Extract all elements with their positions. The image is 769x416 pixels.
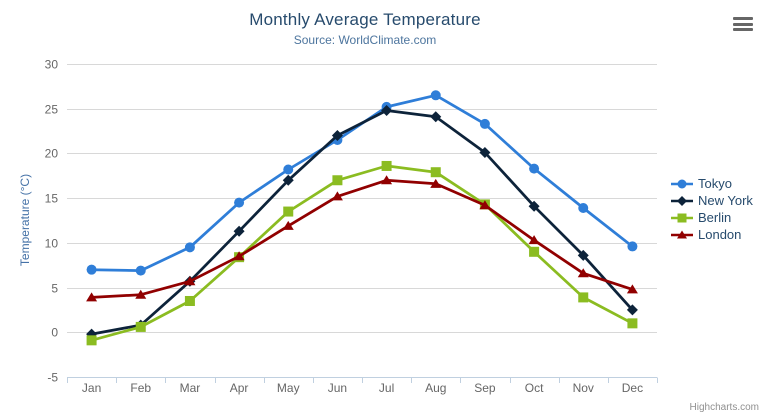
legend-marker-triangle-icon	[671, 230, 693, 239]
y-axis-label: 15	[45, 192, 59, 206]
legend-label: New York	[698, 193, 753, 208]
data-point-london[interactable]	[233, 251, 245, 261]
data-point-berlin[interactable]	[627, 318, 638, 329]
data-point-london[interactable]	[479, 200, 491, 210]
data-point-berlin[interactable]	[184, 295, 195, 306]
data-point-london[interactable]	[381, 175, 393, 185]
series-line-berlin[interactable]	[90, 164, 634, 342]
highcharts-credits[interactable]: Highcharts.com	[689, 402, 759, 413]
x-axis-label: Apr	[230, 381, 249, 395]
x-axis-label: Aug	[425, 381, 446, 395]
data-point-london[interactable]	[184, 276, 196, 286]
data-point-tokyo[interactable]	[578, 202, 589, 213]
data-point-berlin[interactable]	[135, 321, 146, 332]
data-point-tokyo[interactable]	[430, 90, 441, 101]
legend-marker-diamond-icon	[671, 196, 693, 206]
y-axis-label: 10	[45, 237, 59, 251]
data-point-berlin[interactable]	[529, 246, 540, 257]
legend: Tokyo New York Berlin London	[671, 177, 753, 242]
legend-item-new-york[interactable]: New York	[671, 194, 753, 208]
data-point-new-york[interactable]	[430, 111, 442, 123]
data-point-berlin[interactable]	[381, 160, 392, 171]
data-point-tokyo[interactable]	[234, 197, 245, 208]
y-axis-label: 30	[45, 58, 59, 72]
data-point-tokyo[interactable]	[529, 163, 540, 174]
x-axis-label: Jun	[328, 381, 347, 395]
legend-item-london[interactable]: London	[671, 228, 753, 242]
data-point-london[interactable]	[86, 292, 98, 302]
data-point-london[interactable]	[135, 289, 147, 299]
data-point-berlin[interactable]	[86, 335, 97, 346]
y-axis-label: 0	[51, 326, 58, 340]
x-axis-label: Oct	[525, 381, 544, 395]
data-point-new-york[interactable]	[233, 225, 245, 237]
legend-label: London	[698, 227, 742, 242]
context-menu-button[interactable]	[732, 16, 754, 32]
hamburger-bar	[733, 17, 753, 20]
series-line-new-york[interactable]	[90, 109, 634, 336]
data-point-london[interactable]	[577, 268, 589, 278]
data-point-new-york[interactable]	[331, 130, 343, 142]
y-axis-title: Temperature (°C)	[18, 173, 32, 267]
data-point-berlin[interactable]	[332, 175, 343, 186]
x-axis-label: Dec	[622, 381, 643, 395]
data-point-tokyo[interactable]	[627, 241, 638, 252]
data-point-london[interactable]	[430, 178, 442, 188]
legend-item-berlin[interactable]: Berlin	[671, 211, 753, 225]
data-point-london[interactable]	[528, 235, 540, 245]
data-point-london[interactable]	[626, 284, 638, 294]
data-point-berlin[interactable]	[283, 206, 294, 217]
legend-marker-circle-icon	[671, 179, 693, 189]
data-point-new-york[interactable]	[528, 200, 540, 212]
data-point-new-york[interactable]	[577, 249, 589, 261]
data-point-london[interactable]	[331, 191, 343, 201]
legend-label: Tokyo	[698, 176, 732, 191]
legend-marker-square-icon	[671, 213, 693, 223]
x-axis-label: May	[277, 381, 300, 395]
x-axis-label: Jan	[82, 381, 101, 395]
x-axis-label: Feb	[130, 381, 151, 395]
data-point-new-york[interactable]	[626, 304, 638, 316]
data-point-berlin[interactable]	[578, 292, 589, 303]
data-point-new-york[interactable]	[282, 174, 294, 186]
series-line-london[interactable]	[90, 178, 634, 299]
data-point-tokyo[interactable]	[283, 164, 294, 175]
chart-subtitle: Source: WorldClimate.com	[293, 33, 437, 47]
x-axis-label: Jul	[379, 381, 394, 395]
data-point-berlin[interactable]	[430, 167, 441, 178]
data-point-new-york[interactable]	[381, 105, 393, 117]
hamburger-bar	[733, 22, 753, 26]
chart-title: Monthly Average Temperature	[249, 10, 481, 29]
legend-item-tokyo[interactable]: Tokyo	[671, 177, 753, 191]
x-axis-label: Mar	[180, 381, 201, 395]
y-axis-label: 5	[51, 282, 58, 296]
x-axis-label: Nov	[573, 381, 594, 395]
hamburger-icon	[733, 17, 753, 31]
data-point-tokyo[interactable]	[479, 118, 490, 129]
x-axis-label: Sep	[474, 381, 496, 395]
data-point-tokyo[interactable]	[86, 264, 97, 275]
y-axis-label: -5	[47, 371, 58, 385]
legend-label: Berlin	[698, 210, 732, 225]
data-point-new-york[interactable]	[479, 147, 491, 159]
hamburger-bar	[733, 28, 753, 31]
data-point-london[interactable]	[282, 220, 294, 230]
y-axis-label: 20	[45, 147, 59, 161]
data-point-tokyo[interactable]	[184, 242, 195, 253]
y-axis-label: 25	[45, 103, 59, 117]
data-point-tokyo[interactable]	[135, 265, 146, 276]
